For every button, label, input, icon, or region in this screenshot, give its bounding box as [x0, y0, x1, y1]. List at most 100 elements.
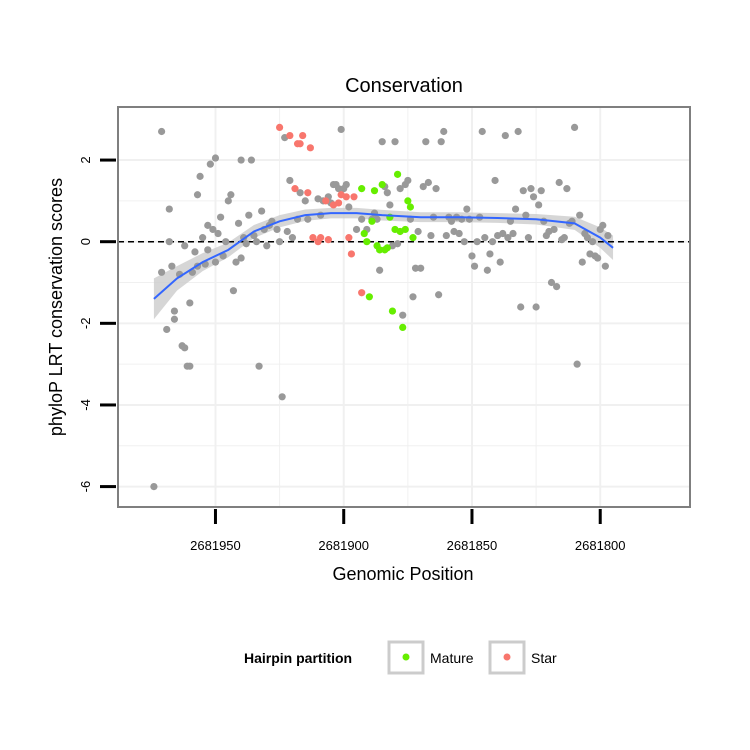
data-point-star: [291, 185, 299, 193]
data-point-mature: [406, 203, 415, 211]
data-point-other: [417, 264, 425, 272]
y-axis: -6 -4 -2 0 2: [78, 156, 116, 492]
x-tick-label: 2681850: [447, 538, 498, 553]
data-point-other: [199, 234, 207, 242]
data-point-star: [309, 234, 317, 242]
data-point-other: [206, 160, 214, 168]
data-point-other: [158, 268, 166, 276]
data-point-other: [419, 182, 427, 191]
data-point-other: [170, 307, 179, 315]
data-point-star: [324, 236, 332, 244]
data-point-other: [509, 229, 517, 238]
data-point-other: [217, 213, 225, 221]
data-point-star: [304, 189, 312, 197]
loess-smooth-line: [153, 212, 614, 300]
data-point-mature: [376, 246, 384, 254]
data-point-other: [168, 262, 176, 270]
y-tick-label: -2: [78, 318, 93, 330]
data-point-other: [165, 205, 173, 213]
legend: Hairpin partition Mature Star: [244, 640, 557, 675]
legend-title: Hairpin partition: [244, 650, 352, 666]
data-point-other: [150, 482, 158, 491]
data-point-other: [522, 211, 530, 219]
data-point-other: [460, 238, 468, 246]
data-point-other: [286, 176, 294, 185]
data-point-other: [588, 238, 597, 246]
data-point-other: [427, 231, 435, 240]
data-point-other: [232, 258, 240, 266]
data-point-mature: [358, 185, 366, 193]
x-axis: 2681950 2681900 2681850 2681800: [190, 509, 626, 553]
data-point-mature: [368, 217, 376, 225]
data-point-other: [463, 205, 471, 213]
data-point-mature: [404, 197, 412, 205]
y-tick-label: 2: [78, 156, 93, 163]
data-point-other: [304, 215, 312, 223]
data-point-other: [514, 127, 522, 136]
data-point-other: [204, 221, 212, 229]
data-point-other: [491, 176, 499, 185]
data-point-other: [486, 250, 494, 258]
data-point-other: [163, 325, 171, 334]
data-point-mature: [365, 293, 373, 301]
data-point-other: [393, 240, 402, 248]
data-point-mature: [378, 180, 386, 189]
data-point-other: [181, 344, 189, 352]
data-point-other: [396, 185, 404, 193]
data-point-star: [296, 140, 304, 148]
legend-label-star: Star: [531, 650, 557, 666]
data-point-other: [604, 231, 612, 240]
data-point-other: [478, 127, 486, 136]
data-point-other: [181, 242, 189, 250]
data-point-other: [337, 125, 345, 134]
chart-title: Conservation: [345, 75, 463, 97]
data-point-other: [504, 234, 512, 242]
panel-border: [117, 106, 691, 508]
data-point-other: [358, 215, 366, 223]
data-point-other: [383, 189, 391, 197]
data-point-other: [527, 185, 535, 193]
data-point-other: [576, 211, 584, 219]
data-point-other: [186, 299, 194, 307]
data-point-other: [234, 219, 243, 227]
data-point-other: [511, 205, 520, 213]
data-point-other: [470, 262, 479, 270]
data-point-other: [411, 264, 420, 272]
data-point-mature: [360, 229, 368, 238]
data-points: [150, 123, 612, 491]
confidence-band: [153, 207, 614, 320]
data-point-other: [447, 217, 456, 225]
data-point-star: [299, 131, 307, 140]
data-point-other: [352, 225, 361, 234]
y-tick-label: -6: [78, 481, 93, 493]
panel-background: [118, 107, 690, 507]
data-point-other: [229, 287, 238, 295]
data-point-other: [376, 266, 384, 274]
data-point-other: [334, 185, 343, 193]
y-tick-label: 0: [78, 238, 93, 245]
data-point-other: [442, 231, 450, 240]
data-point-other: [535, 201, 543, 209]
data-point-other: [275, 238, 284, 246]
data-point-other: [550, 225, 558, 234]
data-point-other: [165, 238, 173, 246]
x-tick-label: 2681900: [318, 538, 369, 553]
data-point-other: [222, 238, 230, 246]
data-point-other: [214, 229, 222, 238]
data-point-other: [599, 221, 607, 229]
data-point-other: [399, 311, 407, 319]
data-point-other: [378, 138, 386, 146]
data-point-other: [211, 258, 220, 266]
data-point-star: [286, 131, 294, 140]
data-point-mature: [401, 225, 409, 234]
data-point-mature: [399, 323, 407, 332]
data-point-star: [350, 193, 358, 201]
data-point-other: [191, 248, 199, 256]
data-point-mature: [363, 238, 371, 246]
data-point-star: [342, 193, 350, 201]
data-point-other: [437, 138, 445, 146]
data-point-other: [227, 191, 235, 199]
data-point-other: [563, 185, 571, 193]
data-point-other: [296, 189, 304, 197]
data-point-star: [317, 234, 325, 242]
